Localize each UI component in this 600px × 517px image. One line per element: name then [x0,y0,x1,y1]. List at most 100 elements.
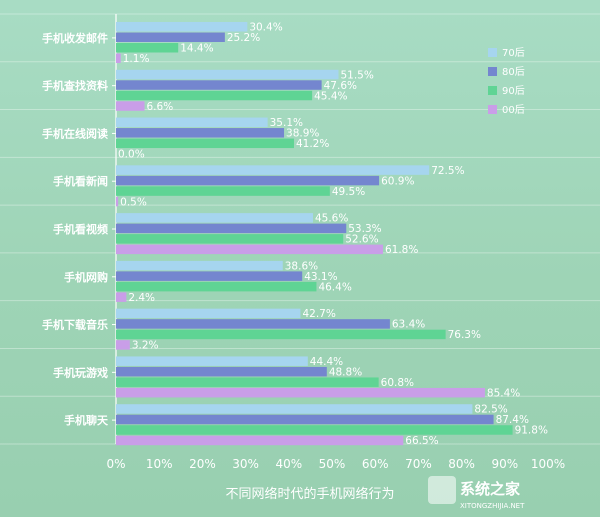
category-label: 手机玩游戏 [53,365,108,379]
data-label: 51.5% [340,69,373,81]
bar [116,281,317,292]
data-label: 45.4% [314,90,347,102]
bar [116,138,294,149]
watermark-subtext: XITONGZHIJIA.NET [460,502,525,510]
data-label: 66.5% [405,435,438,447]
bar [116,319,390,329]
legend-swatch [488,86,497,95]
data-label: 14.4% [180,43,213,55]
data-label: 38.6% [285,260,318,272]
legend-label: 80后 [502,66,525,78]
bar [116,234,344,244]
data-label: 76.3% [448,329,481,341]
x-tick-label: 0% [106,457,125,471]
data-label: 41.2% [296,138,329,150]
data-label: 38.9% [286,128,319,140]
data-label: 82.5% [474,404,507,416]
category-label: 手机看新闻 [53,174,108,188]
legend-swatch [488,48,497,57]
data-label: 1.1% [123,53,150,65]
data-label: 46.4% [318,281,351,293]
data-label: 44.4% [310,356,343,368]
bar [116,366,327,377]
legend: 70后 80后 90后 00后 [488,47,525,116]
data-label: 43.1% [304,271,337,283]
x-tick-label: 20% [189,457,216,471]
data-label: 63.4% [392,319,425,331]
bar [116,90,313,101]
bar [116,213,313,223]
bar [116,80,322,90]
x-tick-label: 90% [491,457,518,471]
x-tick-label: 50% [319,457,346,471]
x-tick-label: 80% [448,457,475,471]
bar [116,292,127,302]
x-tick-labels: 0% 10% 20% 30% 40% 50% 60% 70% 80% 90% 100% [106,457,565,471]
data-label: 45.6% [315,213,348,225]
data-label: 53.3% [348,223,381,235]
x-tick-label: 60% [362,457,389,471]
legend-swatch [488,105,497,114]
category-label: 手机查找资料 [42,79,108,93]
data-label: 60.9% [381,175,414,187]
bar [116,340,130,350]
x-tick-label: 70% [405,457,432,471]
data-label: 0.0% [118,149,145,161]
bar [116,128,285,138]
data-label: 61.8% [385,244,418,256]
data-label: 87.4% [496,414,529,426]
data-label: 6.6% [147,101,174,113]
watermark-logo-icon [428,476,456,504]
bar [116,425,513,435]
bar [116,117,268,128]
bar [116,414,494,425]
bar [116,271,303,281]
category-label: 手机聊天 [64,413,109,427]
bar [116,43,179,53]
bar [116,329,446,340]
watermark-text: 系统之家 [460,480,520,498]
x-axis-label: 不同网络时代的手机网络行为 [225,486,394,502]
category-label: 手机收发邮件 [42,31,108,45]
bar [116,377,379,387]
bar [116,69,339,80]
data-label: 30.4% [249,22,282,34]
data-label: 25.2% [227,32,260,44]
legend-swatch [488,67,497,76]
bar [116,53,121,63]
watermark: 系统之家 XITONGZHIJIA.NET [428,476,525,510]
data-label: 49.5% [332,186,365,198]
bar [116,260,283,271]
data-label: 47.6% [324,80,357,92]
category-labels: 手机收发邮件手机查找资料手机在线阅读手机看新闻手机看视频手机网购手机下载音乐手机… [42,31,116,427]
category-label: 手机下载音乐 [42,318,108,332]
data-label: 42.7% [302,308,335,320]
bar [116,356,308,366]
bar [116,196,119,207]
x-tick-label: 40% [275,457,302,471]
bar [116,404,473,414]
data-label: 48.8% [329,366,362,378]
data-label: 91.8% [515,425,548,437]
legend-label: 90后 [502,85,525,97]
legend-label: 00后 [502,104,525,116]
category-label: 手机在线阅读 [42,126,108,140]
category-label: 手机看视频 [53,222,108,236]
bars-group: 30.4%25.2% 14.4% 1.1% 51.5%47.6%45.4% 6.6% 35… [116,22,548,447]
bar [116,186,330,196]
legend-label: 70后 [502,47,525,59]
bar [116,223,347,234]
x-tick-label: 10% [146,457,173,471]
bar [116,387,485,398]
bar [116,244,383,255]
x-tick-label: 30% [232,457,259,471]
bar [116,22,248,32]
data-label: 85.4% [487,387,520,399]
data-label: 35.1% [270,117,303,129]
bar [116,308,301,319]
data-label: 72.5% [431,165,464,177]
bar [116,32,225,42]
x-tick-label: 100% [531,457,565,471]
bar [116,101,145,111]
